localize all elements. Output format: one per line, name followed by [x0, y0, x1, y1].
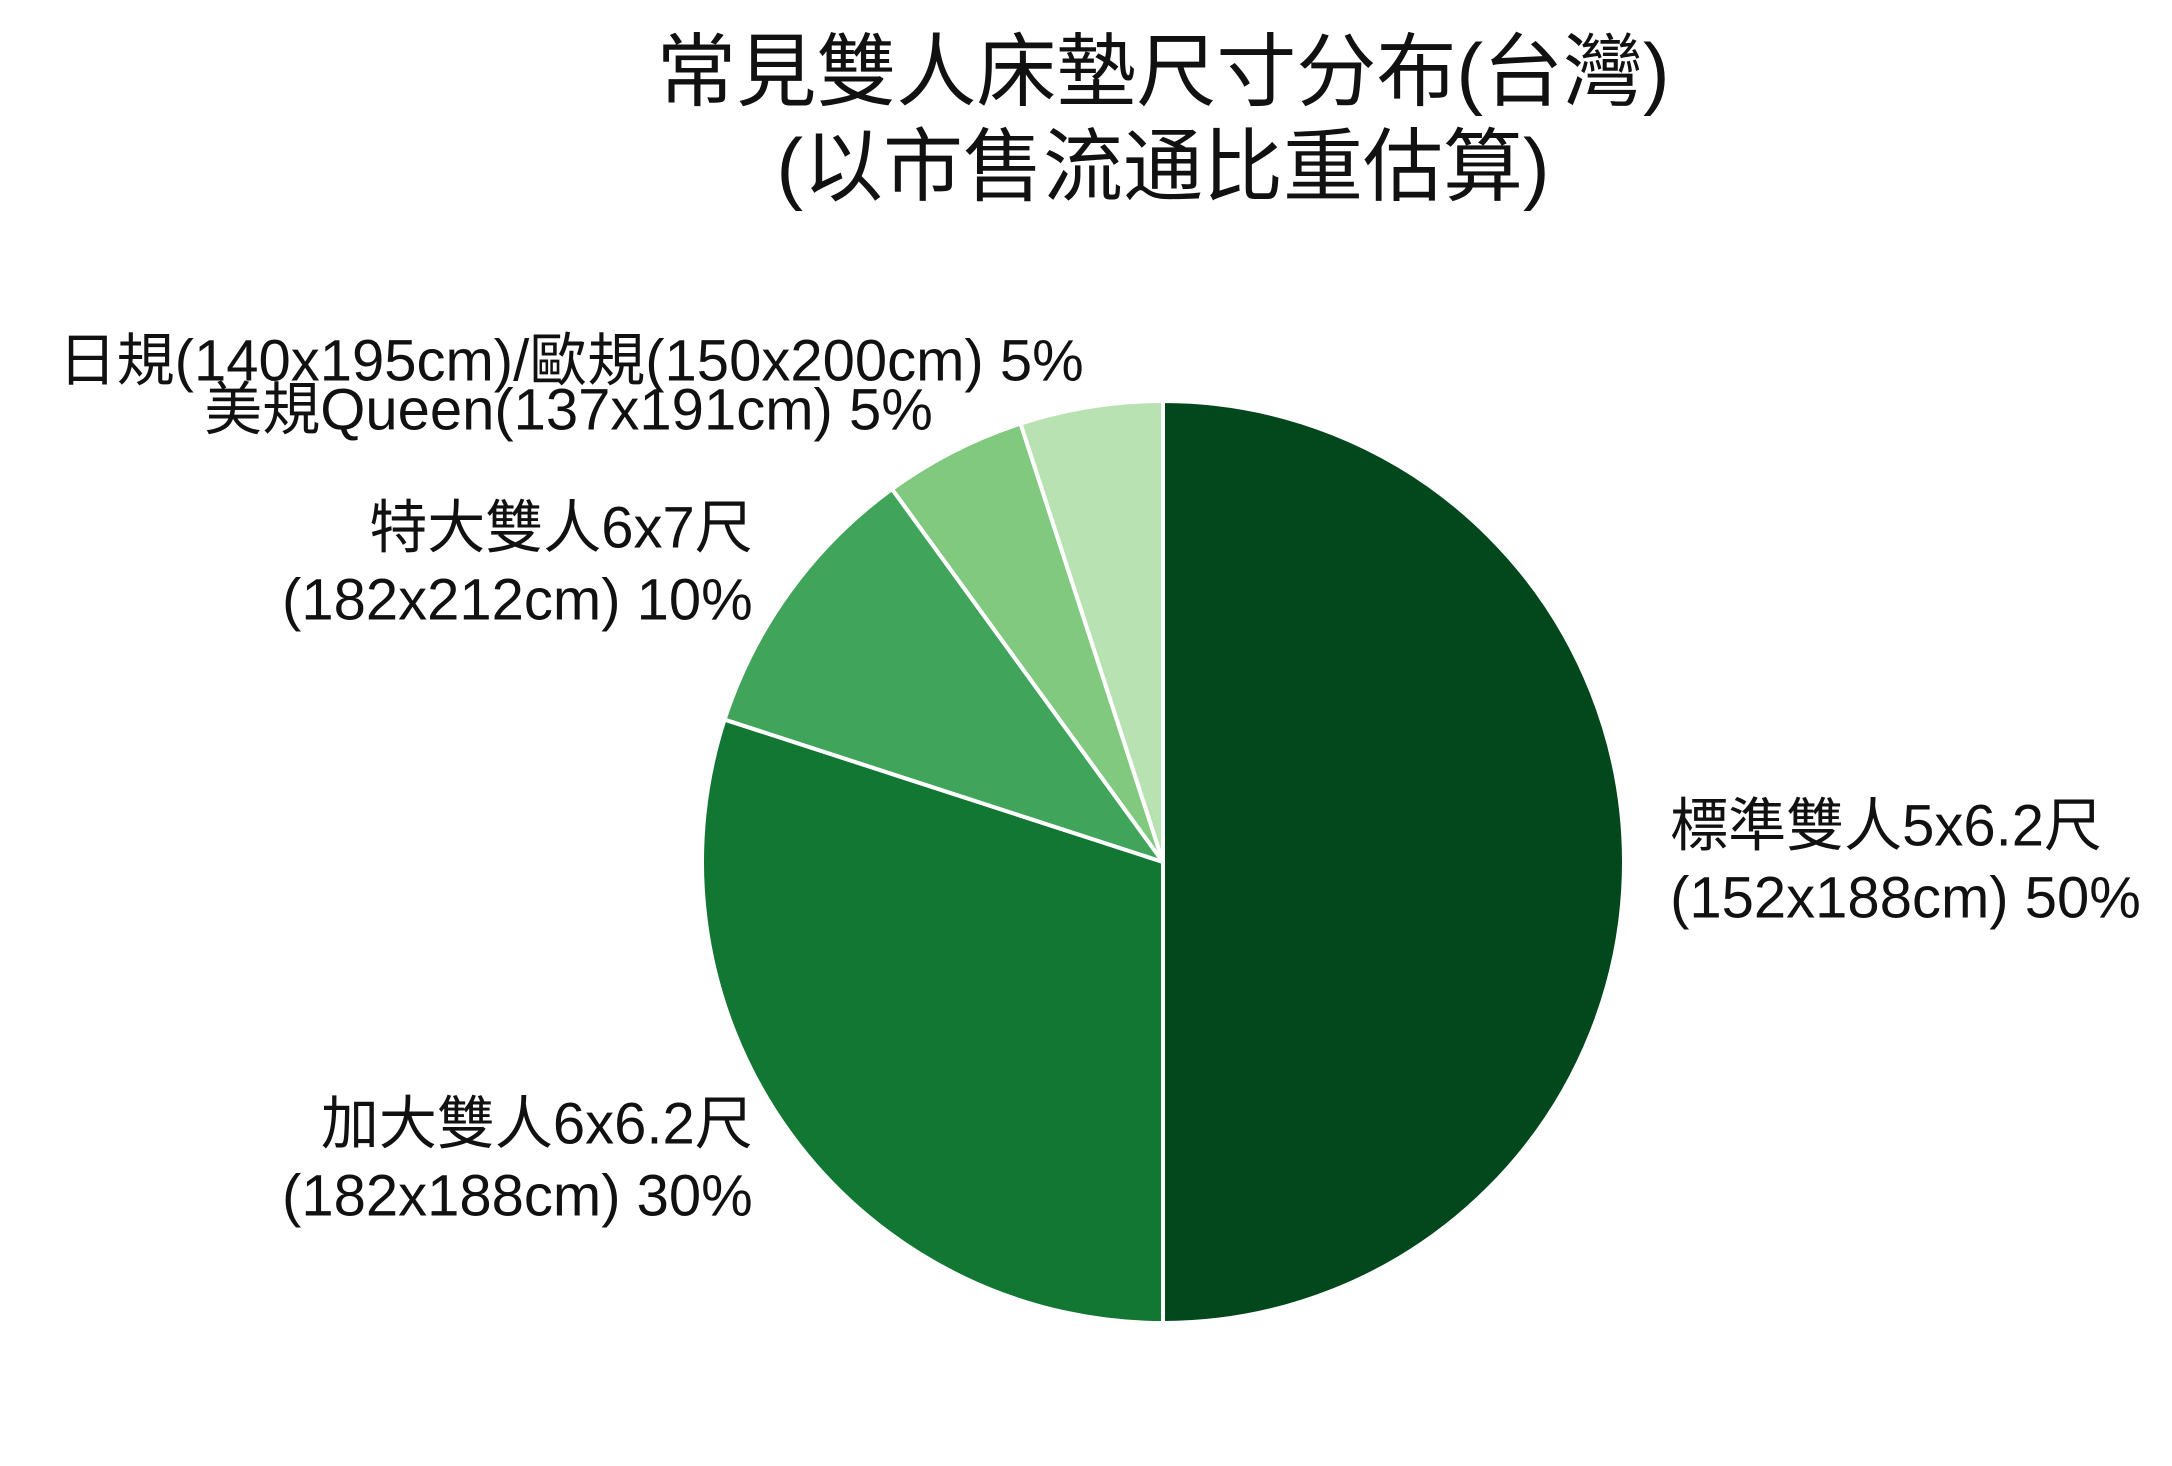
slice-label-3-line-1: 特大雙人6x7尺: [369, 495, 753, 560]
pie-slice-4: [890, 421, 1165, 864]
slice-labels: 標準雙人5x6.2尺 (152x188cm) 50% 加大雙人6x6.2尺 (182x…: [59, 329, 2141, 1229]
slice-label-2-line-1: 加大雙人6x6.2尺: [321, 1092, 753, 1157]
slice-label-2-line-2: (182x188cm) 30%: [282, 1164, 753, 1229]
pie-slice-5: [1018, 399, 1165, 864]
chart-title-line-2: (以市售流通比重估算): [776, 123, 1549, 212]
slice-label-3-line-2: (182x212cm) 10%: [282, 567, 753, 632]
chart-title-line-1: 常見雙人床墊尺寸分布(台灣): [656, 28, 1669, 117]
slice-label-5-line-1: 日規(140x195cm)/歐規(150x200cm) 5%: [59, 329, 1084, 394]
slice-label-1-line-1: 標準雙人5x6.2尺: [1670, 794, 2102, 859]
pie-slices: [700, 399, 1626, 1325]
pie-slice-3: [722, 487, 1165, 864]
pie-slice-1: [1161, 399, 1626, 1325]
slice-label-4-line-1: 美規Queen(137x191cm) 5%: [204, 378, 933, 443]
slice-label-1-line-2: (152x188cm) 50%: [1670, 866, 2141, 931]
pie-slice-2: [700, 717, 1165, 1325]
